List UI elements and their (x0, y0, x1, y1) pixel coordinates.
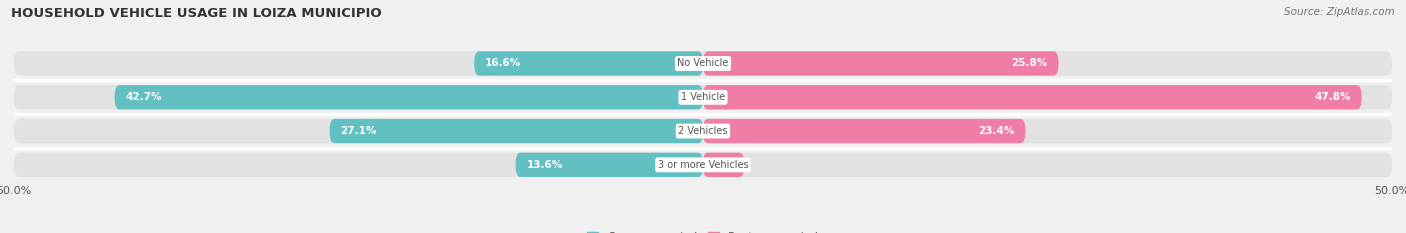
FancyBboxPatch shape (516, 153, 703, 177)
FancyBboxPatch shape (703, 119, 1025, 143)
Text: HOUSEHOLD VEHICLE USAGE IN LOIZA MUNICIPIO: HOUSEHOLD VEHICLE USAGE IN LOIZA MUNICIP… (11, 7, 382, 20)
FancyBboxPatch shape (14, 85, 1392, 110)
Text: 2 Vehicles: 2 Vehicles (678, 126, 728, 136)
FancyBboxPatch shape (14, 153, 1392, 177)
Legend: Owner-occupied, Renter-occupied: Owner-occupied, Renter-occupied (582, 227, 824, 233)
FancyBboxPatch shape (703, 85, 1361, 110)
Text: 16.6%: 16.6% (485, 58, 522, 69)
Text: 42.7%: 42.7% (125, 92, 162, 102)
FancyBboxPatch shape (14, 51, 1392, 76)
FancyBboxPatch shape (115, 85, 703, 110)
Text: 23.4%: 23.4% (979, 126, 1014, 136)
Text: 3 or more Vehicles: 3 or more Vehicles (658, 160, 748, 170)
FancyBboxPatch shape (14, 119, 1392, 143)
Text: 1 Vehicle: 1 Vehicle (681, 92, 725, 102)
FancyBboxPatch shape (703, 153, 744, 177)
Text: No Vehicle: No Vehicle (678, 58, 728, 69)
Text: Source: ZipAtlas.com: Source: ZipAtlas.com (1284, 7, 1395, 17)
FancyBboxPatch shape (474, 51, 703, 76)
FancyBboxPatch shape (329, 119, 703, 143)
Text: 25.8%: 25.8% (1011, 58, 1047, 69)
Text: 3.0%: 3.0% (704, 160, 734, 170)
Text: 27.1%: 27.1% (340, 126, 377, 136)
FancyBboxPatch shape (703, 51, 1059, 76)
Text: 47.8%: 47.8% (1315, 92, 1351, 102)
Text: 13.6%: 13.6% (527, 160, 562, 170)
